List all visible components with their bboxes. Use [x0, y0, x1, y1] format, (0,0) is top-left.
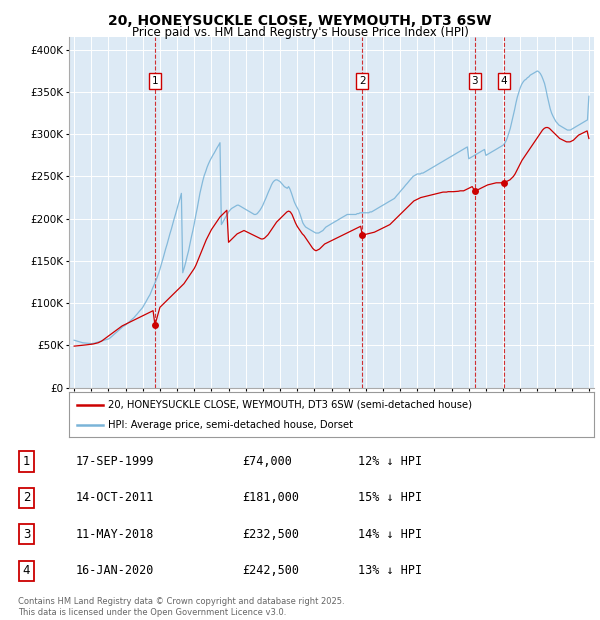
Text: 2: 2: [359, 76, 365, 86]
Text: HPI: Average price, semi-detached house, Dorset: HPI: Average price, semi-detached house,…: [109, 420, 353, 430]
Text: 1: 1: [152, 76, 158, 86]
Text: £242,500: £242,500: [242, 564, 299, 577]
Text: 20, HONEYSUCKLE CLOSE, WEYMOUTH, DT3 6SW: 20, HONEYSUCKLE CLOSE, WEYMOUTH, DT3 6SW: [108, 14, 492, 28]
Text: 2: 2: [23, 492, 30, 505]
Text: 12% ↓ HPI: 12% ↓ HPI: [358, 455, 422, 468]
Text: 4: 4: [23, 564, 30, 577]
Text: 15% ↓ HPI: 15% ↓ HPI: [358, 492, 422, 505]
Text: 3: 3: [23, 528, 30, 541]
Text: 14% ↓ HPI: 14% ↓ HPI: [358, 528, 422, 541]
Text: 3: 3: [472, 76, 478, 86]
Text: 1: 1: [23, 455, 30, 468]
Text: 11-MAY-2018: 11-MAY-2018: [76, 528, 154, 541]
Text: Contains HM Land Registry data © Crown copyright and database right 2025.
This d: Contains HM Land Registry data © Crown c…: [18, 598, 344, 617]
Text: 13% ↓ HPI: 13% ↓ HPI: [358, 564, 422, 577]
Text: 4: 4: [500, 76, 507, 86]
Text: 20, HONEYSUCKLE CLOSE, WEYMOUTH, DT3 6SW (semi-detached house): 20, HONEYSUCKLE CLOSE, WEYMOUTH, DT3 6SW…: [109, 399, 472, 410]
Text: £74,000: £74,000: [242, 455, 292, 468]
Text: £232,500: £232,500: [242, 528, 299, 541]
Text: 16-JAN-2020: 16-JAN-2020: [76, 564, 154, 577]
Text: 14-OCT-2011: 14-OCT-2011: [76, 492, 154, 505]
Text: 17-SEP-1999: 17-SEP-1999: [76, 455, 154, 468]
Text: £181,000: £181,000: [242, 492, 299, 505]
Text: Price paid vs. HM Land Registry's House Price Index (HPI): Price paid vs. HM Land Registry's House …: [131, 26, 469, 39]
